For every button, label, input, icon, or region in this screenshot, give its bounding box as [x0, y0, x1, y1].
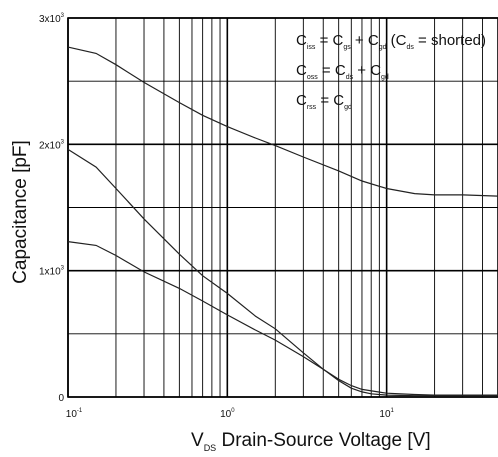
x-axis-title-main: V — [191, 430, 204, 451]
y-tick-label: 1x103 — [39, 266, 65, 278]
x-axis-title-rest: Drain-Source Voltage [V] — [216, 430, 430, 451]
y-tick-label: 0 — [58, 393, 64, 404]
legend-annotations: Ciss = Cgs + Cgd (Cds = shorted) Coss = C… — [296, 32, 486, 111]
x-tick-label: 10-1 — [66, 408, 83, 420]
y-axis-title: Capacitance [pF] — [10, 140, 31, 284]
x-axis-title: VDS Drain-Source Voltage [V] — [191, 430, 431, 453]
x-tick-label: 101 — [379, 408, 394, 420]
y-tick-label: 3x103 — [39, 13, 65, 25]
series-crss-line — [67, 241, 498, 396]
series-coss-line — [67, 148, 498, 397]
y-tick-label: 2x103 — [39, 139, 65, 151]
tick-labels: 0 1x103 2x103 3x103 10-1 100 101 — [39, 13, 395, 420]
grid — [67, 17, 498, 398]
x-tick-label: 100 — [220, 408, 235, 420]
legend-entry: Ciss = Cgs + Cgd (Cds = shorted) — [296, 32, 486, 51]
x-axis-title-sub: DS — [204, 443, 217, 453]
legend-entry: Crss = Cgd — [296, 92, 352, 111]
series-ciss-line — [67, 46, 498, 197]
series-curves — [67, 46, 498, 397]
legend-entry: Coss = Cds + Cgd — [296, 62, 389, 81]
plot-frame — [67, 17, 498, 398]
